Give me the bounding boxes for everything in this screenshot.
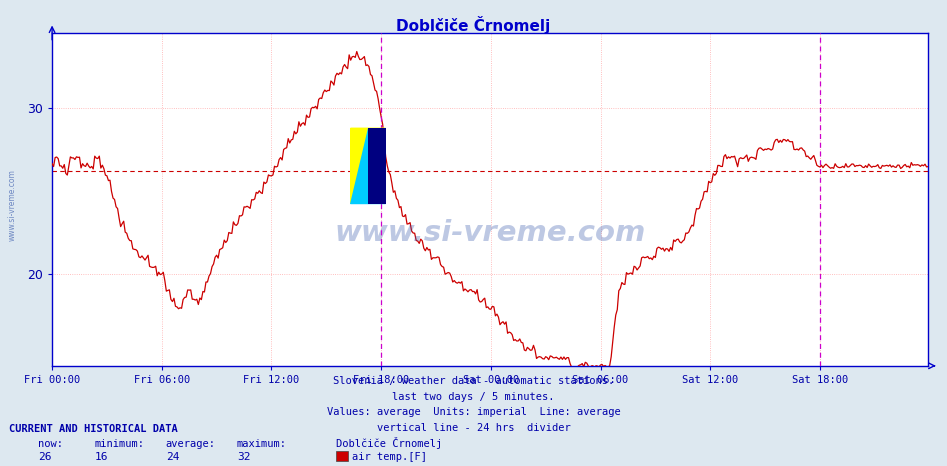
Text: vertical line - 24 hrs  divider: vertical line - 24 hrs divider: [377, 423, 570, 432]
Text: now:: now:: [38, 439, 63, 449]
Text: Slovenia / weather data - automatic stations.: Slovenia / weather data - automatic stat…: [333, 377, 614, 386]
Polygon shape: [350, 128, 368, 204]
Text: Doblčiče Črnomelj: Doblčiče Črnomelj: [397, 16, 550, 34]
Text: CURRENT AND HISTORICAL DATA: CURRENT AND HISTORICAL DATA: [9, 425, 178, 434]
Polygon shape: [350, 128, 368, 204]
Text: minimum:: minimum:: [95, 439, 145, 449]
Text: www.si-vreme.com: www.si-vreme.com: [8, 169, 17, 241]
Polygon shape: [368, 128, 385, 204]
Text: air temp.[F]: air temp.[F]: [352, 452, 427, 462]
Text: maximum:: maximum:: [237, 439, 287, 449]
Polygon shape: [350, 128, 385, 204]
Text: Values: average  Units: imperial  Line: average: Values: average Units: imperial Line: av…: [327, 407, 620, 417]
Text: 32: 32: [237, 452, 250, 462]
Text: 26: 26: [38, 452, 51, 462]
Text: last two days / 5 minutes.: last two days / 5 minutes.: [392, 392, 555, 402]
Text: average:: average:: [166, 439, 216, 449]
Text: www.si-vreme.com: www.si-vreme.com: [334, 219, 646, 247]
Text: 16: 16: [95, 452, 108, 462]
Text: Doblčiče Črnomelj: Doblčiče Črnomelj: [336, 438, 442, 449]
Polygon shape: [350, 128, 385, 204]
Text: 24: 24: [166, 452, 179, 462]
